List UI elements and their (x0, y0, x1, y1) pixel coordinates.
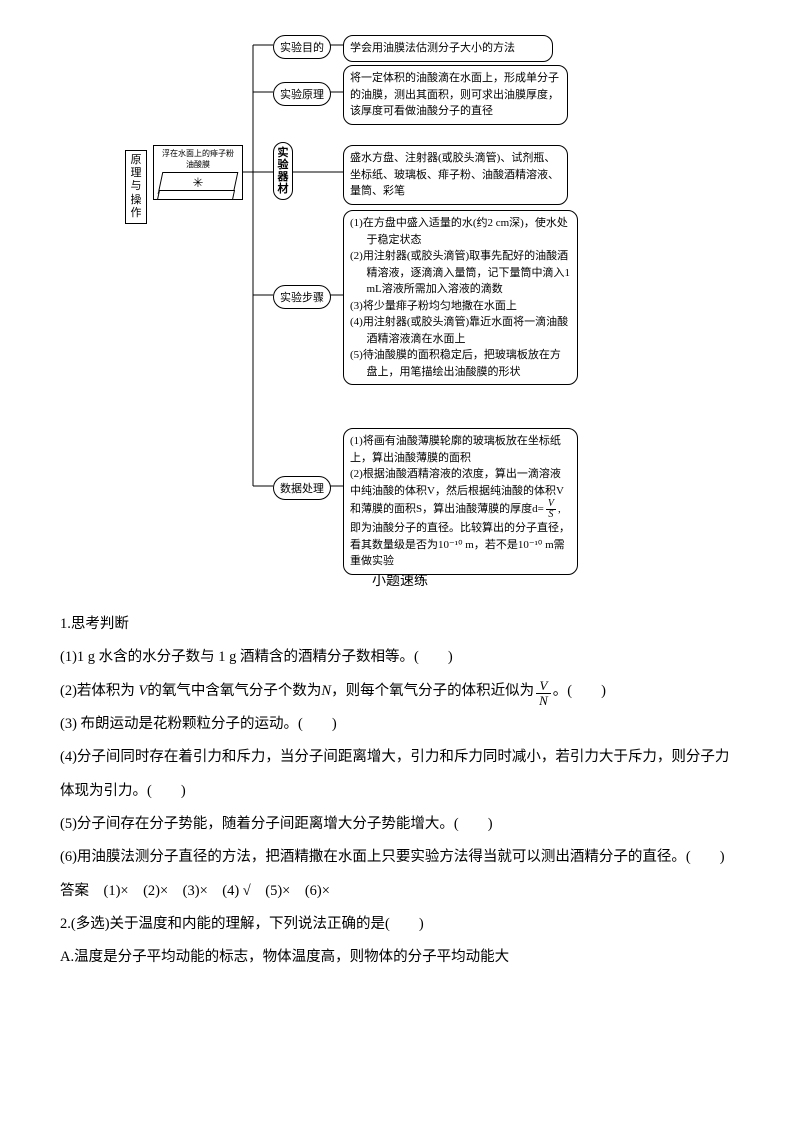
node-equipment: 实验器材 (273, 142, 293, 200)
root-label: 原理与操作 (131, 154, 142, 219)
node-purpose-label: 实验目的 (280, 42, 324, 54)
step-4: (4)用注射器(或胶头滴管)靠近水面将一滴油酸酒精溶液滴在水面上 (350, 314, 571, 347)
node-principle-label: 实验原理 (280, 89, 324, 101)
node-principle: 实验原理 (273, 82, 331, 106)
q1-answer: 答案 (1)× (2)× (3)× (4) √ (5)× (6)× (60, 875, 740, 908)
step-5: (5)待油酸膜的面积稳定后，把玻璃板放在方盘上，用笔描绘出油酸膜的形状 (350, 347, 571, 380)
question-block: 1.思考判断 (1)1 g 水含的水分子数与 1 g 酒精含的酒精分子数相等。(… (60, 608, 740, 975)
leaf-principle-text: 将一定体积的油酸滴在水面上，形成单分子的油膜，测出其面积，则可求出油膜厚度，该厚… (350, 72, 559, 117)
q1-i2-N: N (321, 683, 331, 699)
leaf-equipment: 盛水方盘、注射器(或胶头滴管)、试剂瓶、坐标纸、玻璃板、痱子粉、油酸酒精溶液、量… (343, 145, 568, 205)
q1-frac: VN (536, 679, 551, 707)
leaf-equipment-text: 盛水方盘、注射器(或胶头滴管)、试剂瓶、坐标纸、玻璃板、痱子粉、油酸酒精溶液、量… (350, 152, 559, 197)
q1-i2-mid1: 的氧气中含氧气分子个数为 (147, 683, 321, 699)
step-2: (2)用注射器(或胶头滴管)取事先配好的油酸酒精溶液，逐滴滴入量筒，记下量筒中滴… (350, 248, 571, 298)
q1-i2-mid2: ，则每个氧气分子的体积近似为 (331, 683, 534, 699)
leaf-purpose-text: 学会用油膜法估测分子大小的方法 (350, 42, 515, 54)
q1-item-2: (2)若体积为 V的氧气中含氧气分子个数为N，则每个氧气分子的体积近似为VN。(… (60, 675, 740, 708)
node-steps: 实验步骤 (273, 285, 331, 309)
q1-item-6: (6)用油膜法测分子直径的方法，把酒精撒在水面上只要实验方法得当就可以测出酒精分… (60, 841, 740, 874)
q1-frac-den: N (536, 694, 551, 708)
q2-stem: 2.(多选)关于温度和内能的理解，下列说法正确的是( ) (60, 908, 740, 941)
q1-stem: 1.思考判断 (60, 608, 740, 641)
node-steps-label: 实验步骤 (280, 292, 324, 304)
q1-frac-num: V (536, 679, 551, 694)
root-box: 原理与操作 (125, 150, 147, 224)
experiment-diagram: 原理与操作 浮在水面上的痱子粉 油酸膜 ✳ 实验目的 学会用油膜法估测分子大小的… (125, 30, 675, 550)
q1-i2-post: 。( ) (553, 683, 606, 699)
tray-diagram: 浮在水面上的痱子粉 油酸膜 ✳ (153, 145, 243, 200)
leaf-steps: (1)在方盘中盛入适量的水(约2 cm深)，使水处于稳定状态 (2)用注射器(或… (343, 210, 578, 385)
node-data-label: 数据处理 (280, 483, 324, 495)
q1-item-1: (1)1 g 水含的水分子数与 1 g 酒精含的酒精分子数相等。( ) (60, 641, 740, 674)
q1-i2-pre: (2)若体积为 (60, 683, 139, 699)
leaf-data-pre: (1)将画有油酸薄膜轮廓的玻璃板放在坐标纸上，算出油酸薄膜的面积 (2)根据油酸… (350, 435, 564, 515)
step-3: (3)将少量痱子粉均匀地撒在水面上 (350, 298, 571, 315)
leaf-principle: 将一定体积的油酸滴在水面上，形成单分子的油膜，测出其面积，则可求出油膜厚度，该厚… (343, 65, 568, 125)
tray-label-left: 浮在水面上的痱子粉 (162, 149, 234, 158)
q2-optA: A.温度是分子平均动能的标志，物体温度高，则物体的分子平均动能大 (60, 941, 740, 974)
leaf-purpose: 学会用油膜法估测分子大小的方法 (343, 35, 553, 62)
q1-item-5: (5)分子间存在分子势能，随着分子间距离增大分子势能增大。( ) (60, 808, 740, 841)
tray-drawing: ✳ (158, 172, 238, 204)
tray-label-right: 油酸膜 (186, 160, 210, 169)
q1-item-3: (3) 布朗运动是花粉颗粒分子的运动。( ) (60, 708, 740, 741)
step-1: (1)在方盘中盛入适量的水(约2 cm深)，使水处于稳定状态 (350, 215, 571, 248)
frac-vs-den: S (546, 510, 556, 520)
node-equipment-label: 实验器材 (278, 147, 289, 195)
frac-vs: VS (546, 499, 556, 520)
leaf-data: (1)将画有油酸薄膜轮廓的玻璃板放在坐标纸上，算出油酸薄膜的面积 (2)根据油酸… (343, 428, 578, 575)
q1-item-4: (4)分子间同时存在着引力和斥力，当分子间距离增大，引力和斥力同时减小，若引力大… (60, 741, 740, 808)
node-data: 数据处理 (273, 476, 331, 500)
node-purpose: 实验目的 (273, 35, 331, 59)
